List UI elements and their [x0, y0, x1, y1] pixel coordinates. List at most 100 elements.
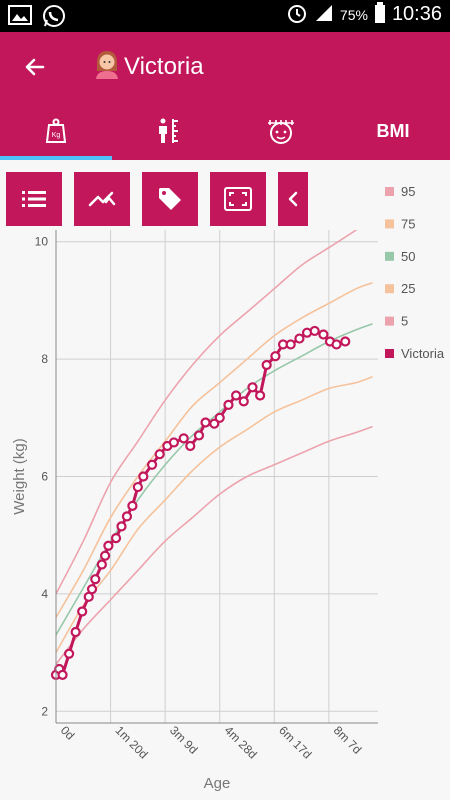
app-bar: Victoria: [0, 32, 450, 102]
child-data-point: [318, 329, 329, 340]
list-button[interactable]: [6, 172, 62, 226]
tab-bar: Kg BMI: [0, 102, 450, 160]
weight-scale-icon: Kg: [45, 118, 67, 143]
status-bar: 75% 10:36: [0, 0, 450, 32]
legend-label: 75: [401, 216, 415, 231]
child-data-point: [223, 399, 234, 410]
legend-label: 50: [401, 249, 415, 264]
child-data-point: [127, 500, 138, 511]
child-data-point: [331, 339, 342, 350]
y-tick-label: 8: [41, 352, 48, 366]
child-data-point: [285, 339, 296, 350]
alarm-icon: [286, 2, 308, 27]
child-data-point: [132, 481, 143, 493]
chart-legend: 95 75 50 25 5 Victoria: [385, 184, 445, 361]
y-tick-label: 2: [41, 704, 48, 718]
list-icon: [22, 191, 46, 207]
chart-toolbar: [6, 172, 308, 226]
child-data-point: [70, 626, 81, 638]
child-data-point: [90, 574, 101, 585]
height-ruler-icon: [159, 118, 178, 143]
selected-tab-indicator: [0, 156, 112, 160]
tab-bmi-label: BMI: [376, 120, 410, 141]
child-data-point: [116, 521, 127, 532]
chevron-left-icon: [288, 191, 298, 207]
child-data-point: [154, 449, 165, 460]
legend-label: 95: [401, 184, 415, 199]
child-data-point: [57, 669, 68, 680]
battery-level: 75%: [339, 6, 368, 23]
x-tick-label: 3m 9d: [167, 723, 200, 756]
tab-head-circumference[interactable]: [225, 102, 337, 160]
back-button[interactable]: [18, 50, 52, 84]
fit-screen-icon: [224, 187, 252, 211]
child-data-point: [77, 606, 88, 617]
y-tick-label: 4: [41, 587, 48, 601]
head-circumference-icon: [268, 120, 294, 144]
child-data-point: [200, 417, 211, 428]
x-tick-label: 8m 7d: [331, 723, 364, 756]
tab-height[interactable]: [112, 102, 224, 160]
child-data-point: [146, 459, 158, 470]
child-data-point: [103, 540, 114, 551]
svg-text:Kg: Kg: [52, 132, 61, 139]
child-data-point: [185, 440, 196, 452]
child-data-point: [261, 359, 272, 371]
x-tick-label: 4m 28d: [222, 723, 260, 761]
chart-axes: 0d 1m 20d 3m 9d 4m 28d 6m 17d 8m 7d 2 4 6 8 10 Weig…: [11, 230, 378, 792]
child-weight-line: [54, 329, 346, 677]
arrow-back-icon: [25, 58, 45, 76]
legend-label: 25: [401, 281, 415, 296]
trend-icon: [88, 191, 116, 207]
child-data-point: [96, 559, 107, 570]
x-tick-label: 6m 17d: [276, 723, 314, 761]
legend-swatch: [385, 349, 394, 358]
child-data-point: [340, 336, 351, 347]
x-tick-label: 0d: [58, 723, 77, 742]
child-data-point: [231, 390, 242, 401]
whatsapp-notification-icon: [42, 4, 66, 33]
tag-button[interactable]: [142, 172, 198, 226]
collapse-toolbar-button[interactable]: [278, 172, 308, 226]
legend-swatch: [385, 187, 394, 196]
fit-screen-button[interactable]: [210, 172, 266, 226]
child-data-point: [309, 325, 320, 337]
child-data-point: [247, 382, 258, 393]
child-data-point: [209, 418, 220, 429]
percentile-line-50: [56, 323, 373, 636]
clock: 10:36: [391, 3, 442, 25]
tab-weight[interactable]: Kg: [0, 102, 112, 160]
legend-swatch: [385, 316, 394, 326]
legend-swatch: [385, 219, 394, 229]
gallery-notification-icon: [8, 4, 32, 33]
legend-label: 5: [401, 314, 408, 329]
chart-area: [0, 160, 450, 800]
child-data-point: [214, 412, 225, 423]
trend-button[interactable]: [74, 172, 130, 226]
child-data-point: [121, 511, 133, 522]
child-data-point: [100, 550, 111, 561]
percentile-line-75: [56, 282, 373, 618]
child-data-point: [294, 333, 305, 344]
child-data-point: [110, 533, 122, 544]
percentile-line-25: [56, 375, 373, 653]
battery-icon: [374, 2, 386, 27]
child-data-point: [178, 433, 189, 444]
percentile-line-95: [56, 230, 358, 595]
percentile-line-5: [56, 425, 373, 665]
tag-icon: [159, 188, 181, 210]
y-tick-label: 10: [35, 235, 49, 249]
page-title: Victoria: [124, 52, 204, 80]
percentile-curves: [56, 230, 373, 665]
legend-swatch: [385, 251, 394, 261]
child-data-point: [255, 390, 266, 401]
legend-swatch: [385, 284, 394, 294]
chart-grid: [55, 230, 378, 723]
y-tick-label: 6: [41, 470, 48, 484]
tab-bmi[interactable]: BMI: [337, 102, 449, 160]
girl-avatar-icon: [94, 49, 120, 84]
y-axis-title: Weight (kg): [11, 438, 28, 514]
child-data-point: [238, 396, 249, 407]
child-data-point: [193, 430, 205, 441]
